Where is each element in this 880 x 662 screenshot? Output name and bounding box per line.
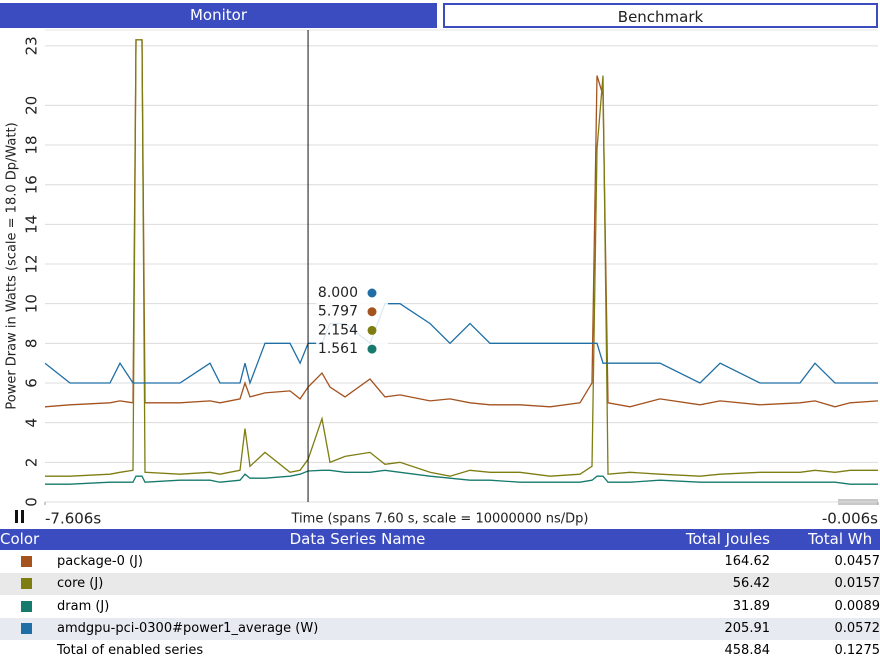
y-tick-label: 23 bbox=[23, 36, 41, 55]
pause-icon[interactable] bbox=[15, 510, 18, 523]
series-line bbox=[44, 39, 879, 408]
total-joules: 56.42 bbox=[732, 576, 770, 592]
y-tick-label: 4 bbox=[23, 418, 41, 428]
y-tick-label: 10 bbox=[23, 294, 41, 313]
y-tick-label: 18 bbox=[23, 135, 41, 154]
tooltip-value: 2.154 bbox=[318, 322, 358, 338]
y-tick-label: 0 bbox=[23, 497, 41, 507]
header-cell: Color bbox=[0, 530, 40, 548]
header-cell: Data Series Name bbox=[289, 530, 426, 548]
table-header: Color Data Series Name Total Joules Tota… bbox=[0, 529, 880, 550]
color-swatch bbox=[21, 578, 32, 590]
total-joules: 31.89 bbox=[732, 598, 770, 614]
total-wh: 0.0157 bbox=[834, 576, 880, 592]
x-tick-label: -0.006s bbox=[822, 510, 878, 528]
tooltip-box bbox=[316, 283, 389, 359]
y-tick-label: 6 bbox=[23, 378, 41, 388]
pause-icon[interactable] bbox=[21, 510, 24, 523]
tooltip-dot bbox=[367, 325, 377, 335]
tab-monitor[interactable]: Monitor bbox=[0, 3, 437, 28]
chart: Power Draw in Watts (scale = 18.0 Dp/Wat… bbox=[5, 29, 879, 528]
total-wh: 0.0457 bbox=[834, 554, 880, 569]
series-name: package-0 (J) bbox=[57, 554, 143, 569]
table-row: core (J) 56.42 0.0157 bbox=[0, 573, 880, 596]
series-line bbox=[45, 39, 878, 477]
y-tick-label: 20 bbox=[23, 96, 41, 115]
header-cell: Total Joules bbox=[685, 530, 770, 548]
x-axis-label: Time (spans 7.60 s, scale = 10000000 ns/… bbox=[291, 512, 589, 527]
total-row: Total of enabled series 458.84 0.1275 bbox=[0, 640, 880, 662]
color-swatch bbox=[21, 556, 32, 567]
series-name: dram (J) bbox=[57, 598, 110, 614]
color-swatch bbox=[21, 622, 32, 634]
total-joules: 458.84 bbox=[724, 643, 771, 659]
x-tick-label: -7.606s bbox=[45, 510, 101, 528]
y-tick-label: 16 bbox=[23, 175, 41, 194]
table-row: dram (J) 31.89 0.0089 bbox=[0, 595, 880, 618]
total-wh: 0.0572 bbox=[834, 620, 880, 636]
y-tick-label: 8 bbox=[23, 339, 41, 349]
tooltip-dot bbox=[367, 307, 377, 317]
tooltip-dot bbox=[367, 344, 377, 354]
total-wh: 0.1275 bbox=[834, 643, 880, 659]
total-joules: 164.62 bbox=[724, 554, 771, 569]
y-tick-label: 2 bbox=[23, 458, 41, 468]
series-line bbox=[45, 469, 878, 485]
series-name: core (J) bbox=[57, 576, 104, 592]
color-swatch bbox=[21, 600, 32, 612]
total-label: Total of enabled series bbox=[57, 643, 204, 659]
table-row: amdgpu-pci-0300#power1_average (W) 205.91… bbox=[0, 617, 880, 640]
y-axis-label: Power Draw in Watts (scale = 18.0 Dp/Wat… bbox=[5, 122, 20, 409]
y-tick-label: 14 bbox=[23, 215, 41, 234]
total-joules: 205.91 bbox=[724, 620, 771, 636]
tooltip-value: 1.561 bbox=[318, 341, 358, 357]
tooltip-value: 5.797 bbox=[318, 304, 358, 320]
header-cell: Total Wh bbox=[808, 530, 873, 548]
table-row: package-0 (J) 164.62 0.0457 bbox=[0, 551, 880, 573]
tooltip-dot bbox=[367, 288, 377, 298]
total-wh: 0.0089 bbox=[834, 598, 880, 614]
tooltip-value: 8.000 bbox=[318, 285, 358, 301]
y-tick-label: 12 bbox=[23, 254, 41, 273]
tab-benchmark[interactable]: Benchmark bbox=[443, 3, 878, 28]
series-name: amdgpu-pci-0300#power1_average (W) bbox=[57, 620, 319, 636]
